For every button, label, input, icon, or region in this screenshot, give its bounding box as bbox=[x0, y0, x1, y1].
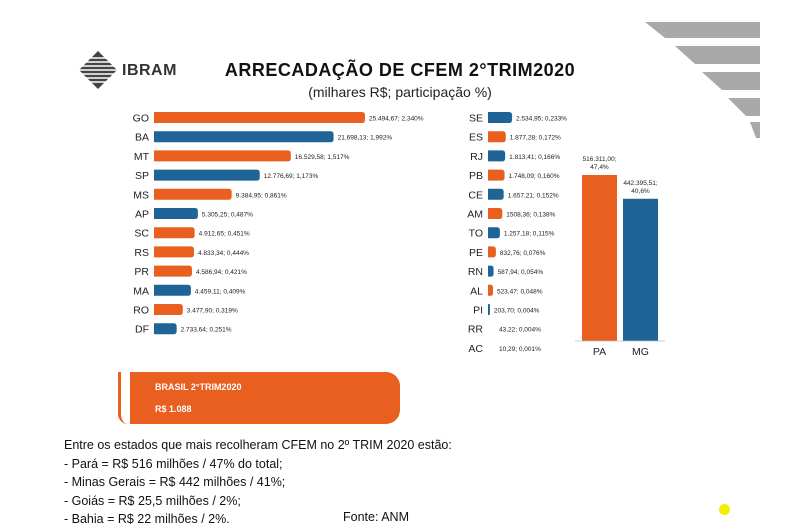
bar-sc bbox=[154, 227, 195, 239]
bar-df bbox=[154, 323, 177, 335]
state-label-ap: AP bbox=[135, 209, 149, 221]
data-label-rr: 43,22; 0,004% bbox=[499, 327, 541, 334]
bar-pr bbox=[154, 265, 192, 277]
state-label-rn: RN bbox=[468, 266, 483, 278]
data-label-go: 25.494,67; 2,340% bbox=[369, 116, 424, 123]
data-label-ba: 21.698,13; 1,992% bbox=[338, 135, 393, 142]
bar-pi bbox=[488, 304, 490, 315]
data-label-ac: 10,29; 0,001% bbox=[499, 346, 541, 353]
data-label-ce: 1.657,21; 0,152% bbox=[508, 192, 559, 199]
data-label-ms: 9.384,95; 0,861% bbox=[236, 192, 287, 199]
yellow-dot bbox=[719, 504, 730, 515]
state-label-df: DF bbox=[135, 324, 149, 336]
data-label-ap: 5.305,25; 0,487% bbox=[202, 212, 253, 219]
bar-pa bbox=[582, 175, 617, 341]
logo-text: IBRAM bbox=[122, 62, 177, 79]
data-label-pct-mg: 40,6% bbox=[631, 188, 650, 195]
state-label-rs: RS bbox=[134, 247, 149, 259]
chart-title: ARRECADAÇÃO DE CFEM 2°TRIM2020 bbox=[224, 60, 576, 80]
data-label-mg: 442.395,51; bbox=[623, 180, 658, 187]
bar-mg bbox=[623, 198, 658, 341]
total-label: BRASIL 2°TRIM2020 bbox=[155, 382, 242, 392]
bar-ap bbox=[154, 208, 198, 219]
state-label-sp: SP bbox=[135, 170, 149, 182]
notes-item: - Goiás = R$ 25,5 milhões / 2%; bbox=[64, 493, 241, 508]
data-label-ma: 4.459,11; 0,409% bbox=[195, 288, 246, 295]
total-box: BRASIL 2°TRIM2020 R$ 1.088 bbox=[130, 372, 400, 424]
state-label-rj: RJ bbox=[470, 151, 483, 163]
data-label-al: 523,47; 0,048% bbox=[497, 288, 543, 295]
state-label-am: AM bbox=[467, 209, 483, 221]
data-label-rs: 4.833,34; 0,444% bbox=[198, 250, 249, 257]
bar-mt bbox=[154, 150, 291, 162]
corner-decoration bbox=[645, 22, 760, 138]
bar-rj bbox=[488, 150, 506, 162]
state-label-al: AL bbox=[470, 285, 483, 297]
data-label-pr: 4.586,94; 0,421% bbox=[196, 269, 247, 276]
state-label-mt: MT bbox=[134, 151, 150, 163]
bar-ba bbox=[154, 131, 334, 143]
bar-es bbox=[488, 131, 506, 143]
bar-rn bbox=[488, 265, 494, 277]
state-label-ms: MS bbox=[133, 189, 149, 201]
state-label-sc: SC bbox=[134, 228, 149, 240]
bar-al bbox=[488, 284, 493, 296]
state-label-rr: RR bbox=[468, 324, 484, 336]
state-label-pa: PA bbox=[593, 346, 606, 358]
data-label-pa: 516.311,00; bbox=[583, 156, 617, 163]
bar-to bbox=[488, 227, 500, 239]
notes-item: - Bahia = R$ 22 milhões / 2%. bbox=[64, 512, 230, 526]
state-label-go: GO bbox=[133, 113, 149, 125]
data-label-pi: 203,70; 0,004% bbox=[494, 308, 540, 315]
total-value: R$ 1.088 bbox=[155, 404, 192, 414]
state-label-pb: PB bbox=[469, 170, 483, 182]
data-label-mt: 16.529,58; 1,517% bbox=[295, 154, 350, 161]
notes-item: - Minas Gerais = R$ 442 milhões / 41%; bbox=[64, 475, 286, 489]
data-label-sc: 4.912,65; 0,451% bbox=[199, 231, 250, 238]
bar-go bbox=[154, 112, 365, 123]
data-label-pe: 832,76; 0,076% bbox=[500, 250, 546, 257]
data-label-sp: 12.776,69; 1,173% bbox=[264, 173, 319, 180]
data-label-rn: 587,94; 0,054% bbox=[498, 269, 544, 276]
bar-pe bbox=[488, 246, 496, 258]
data-label-se: 2.534,95; 0,233% bbox=[516, 116, 567, 123]
bar-ms bbox=[154, 188, 232, 200]
source-text: Fonte: ANM bbox=[343, 510, 409, 524]
chart-subtitle: (milhares R$; participação %) bbox=[308, 84, 492, 100]
state-label-ro: RO bbox=[133, 305, 149, 317]
state-label-to: TO bbox=[469, 228, 483, 240]
state-label-ma: MA bbox=[133, 285, 149, 297]
bar-am bbox=[488, 208, 503, 219]
bar-sp bbox=[154, 169, 260, 181]
data-label-pct-pa: 47,4% bbox=[590, 164, 609, 171]
data-label-rj: 1.813,41; 0,166% bbox=[509, 154, 560, 161]
data-label-ro: 3.477,90; 0,319% bbox=[187, 308, 238, 315]
state-label-mg: MG bbox=[632, 346, 649, 358]
state-label-es: ES bbox=[469, 132, 483, 144]
bar-se bbox=[488, 112, 512, 123]
notes-item: - Pará = R$ 516 milhões / 47% do total; bbox=[64, 456, 283, 471]
data-label-es: 1.877,28; 0,172% bbox=[510, 135, 561, 142]
state-label-ba: BA bbox=[135, 132, 149, 144]
state-label-ce: CE bbox=[468, 189, 483, 201]
data-label-df: 2.733,64; 0,251% bbox=[181, 327, 232, 334]
chart: GO 25.494,67; 2,340% BA 21.698,13; 1,992% MT… bbox=[133, 112, 665, 358]
bar-rs bbox=[154, 246, 195, 258]
state-label-se: SE bbox=[469, 113, 483, 125]
data-label-pb: 1.748,09; 0,160% bbox=[509, 173, 560, 180]
total-box-accent bbox=[118, 372, 129, 424]
bar-pb bbox=[488, 169, 505, 181]
state-label-pe: PE bbox=[469, 247, 483, 259]
bar-ma bbox=[154, 284, 191, 296]
ibram-logo-icon bbox=[79, 51, 117, 89]
state-label-pi: PI bbox=[473, 305, 483, 317]
data-label-to: 1.257,18; 0,115% bbox=[504, 231, 555, 238]
notes-intro: Entre os estados que mais recolheram CFE… bbox=[64, 438, 452, 452]
bar-ro bbox=[154, 304, 183, 315]
state-label-ac: AC bbox=[468, 343, 483, 355]
data-label-am: 1508,36; 0,138% bbox=[506, 212, 555, 219]
notes: Entre os estados que mais recolheram CFE… bbox=[64, 436, 452, 529]
bar-ce bbox=[488, 188, 504, 200]
state-label-pr: PR bbox=[134, 266, 149, 278]
